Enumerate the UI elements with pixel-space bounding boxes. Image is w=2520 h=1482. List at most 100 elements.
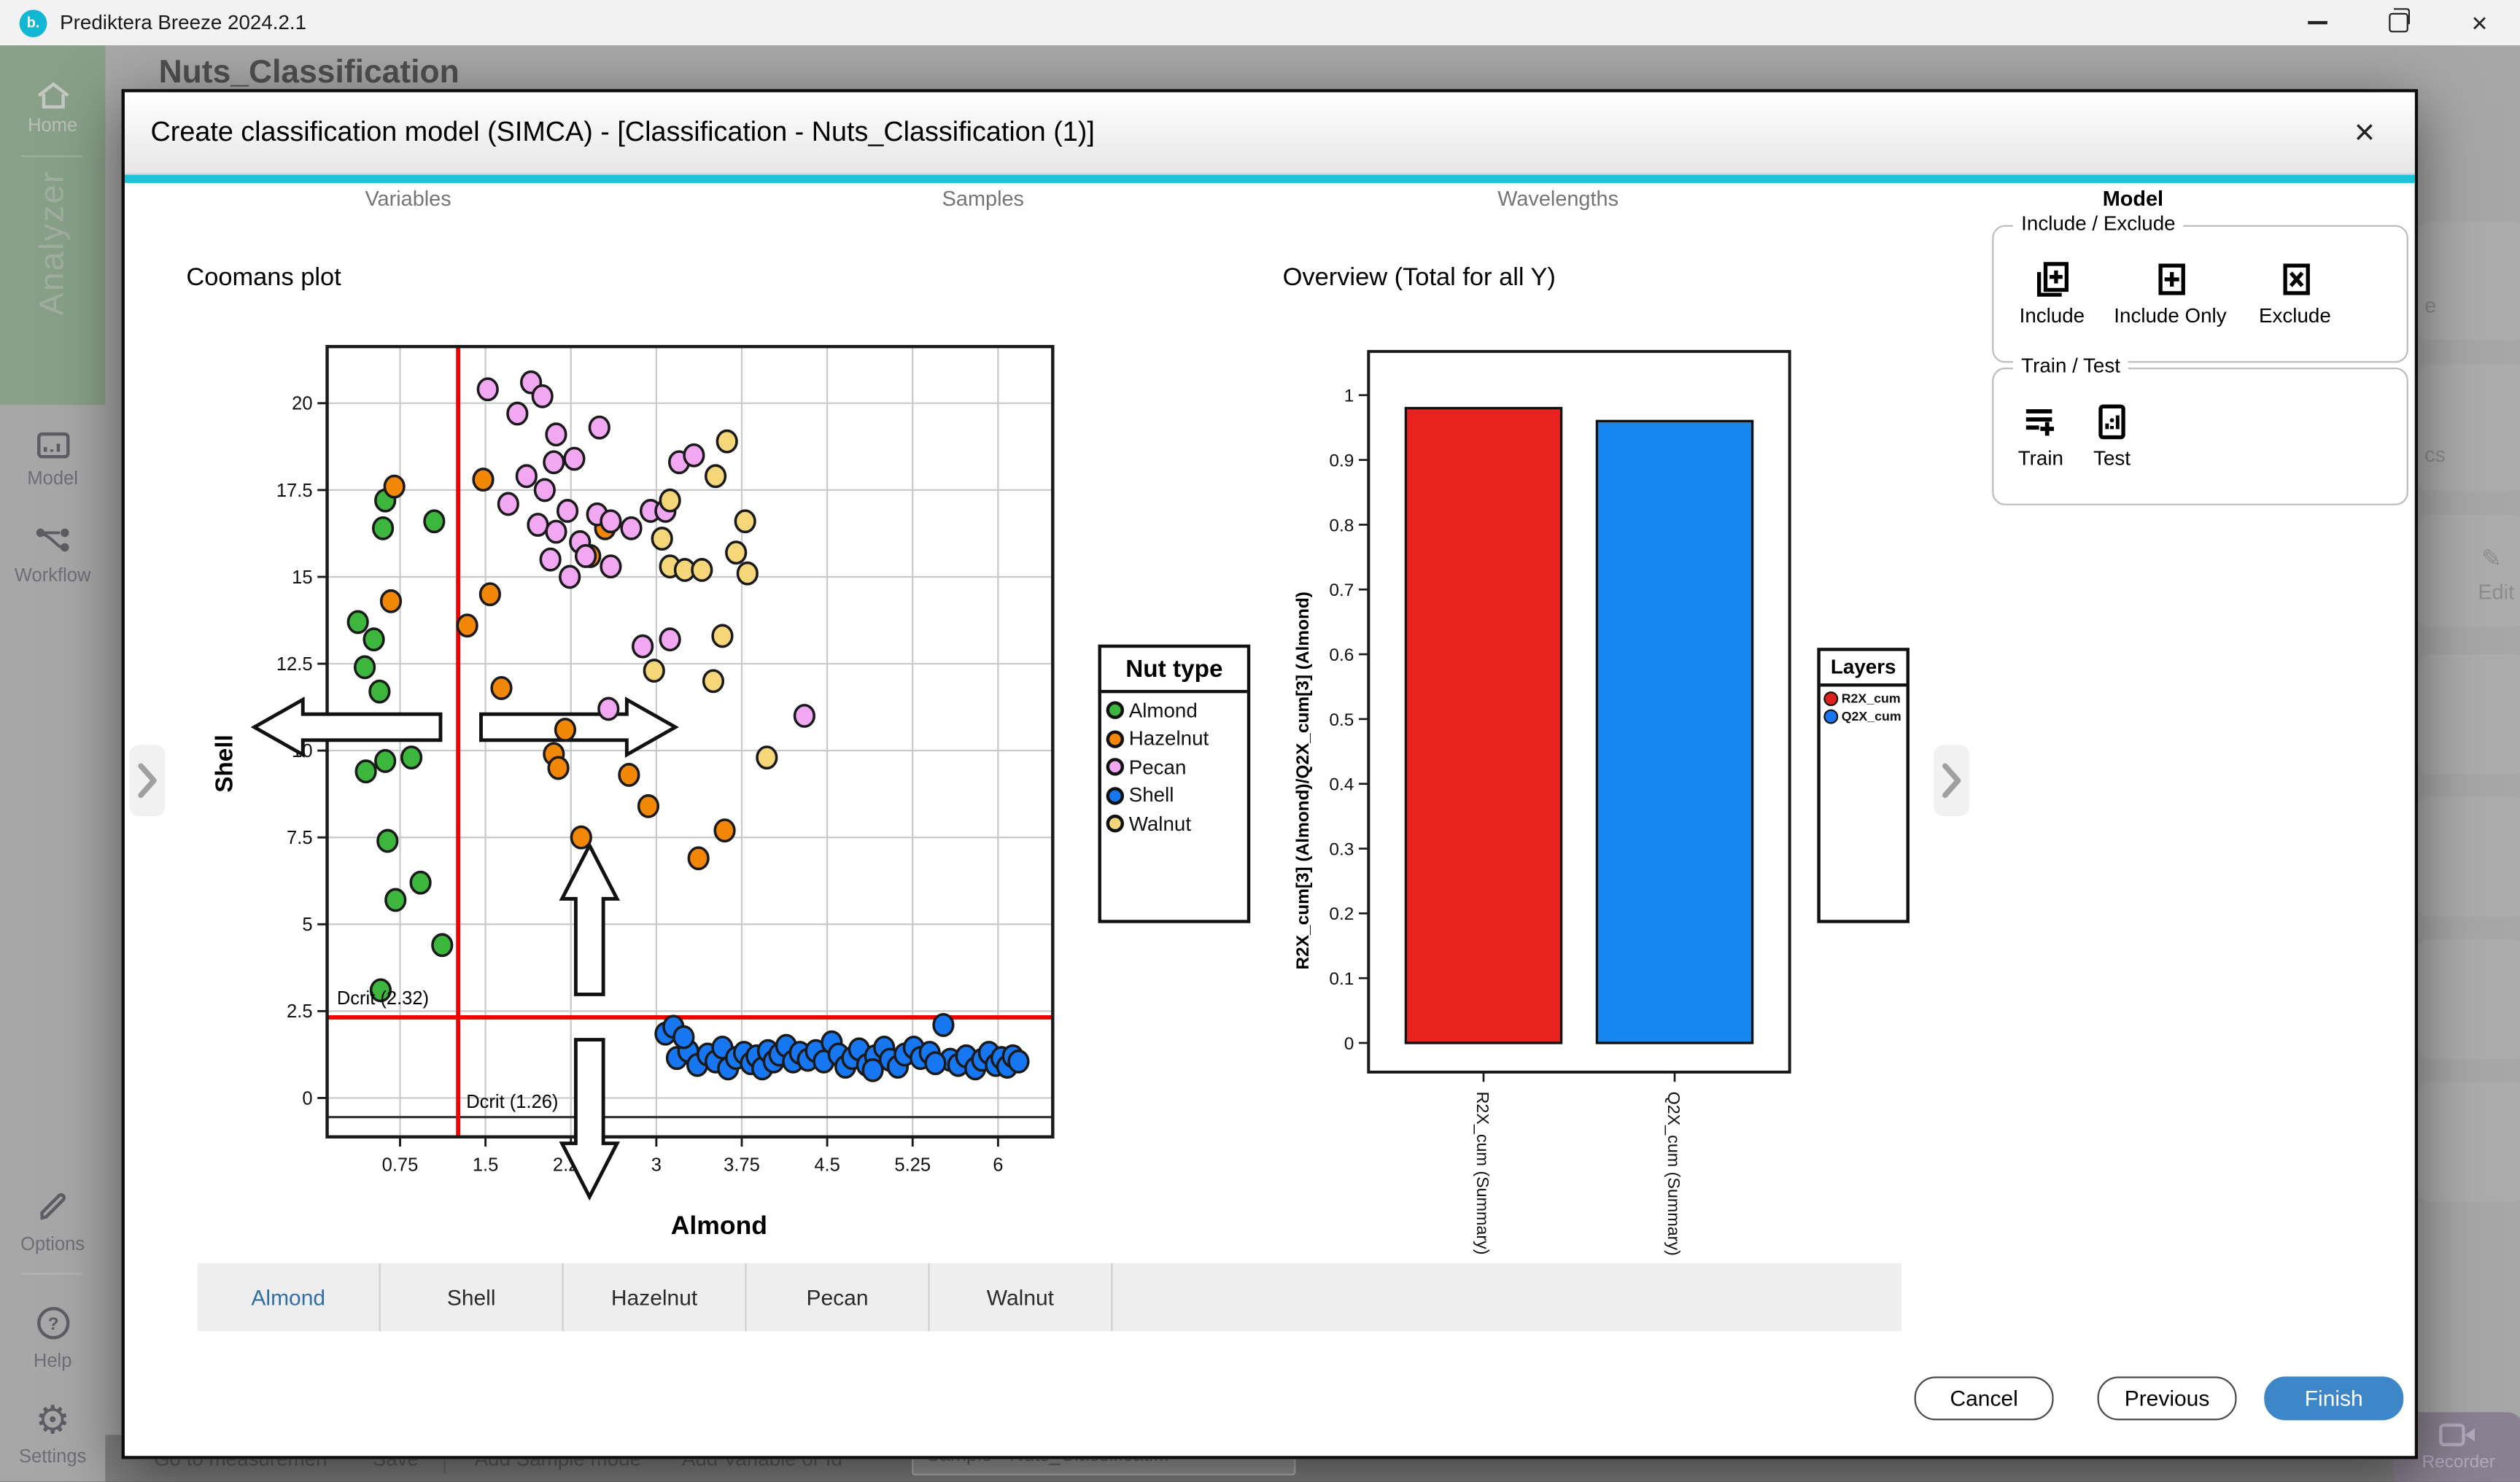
class-tab-shell[interactable]: Shell (381, 1262, 564, 1332)
class-tab-almond[interactable]: Almond (198, 1262, 381, 1332)
previous-button[interactable]: Previous (2097, 1376, 2237, 1421)
sidebar-item-options[interactable]: Options (20, 1235, 85, 1255)
dialog-header: Create classification model (SIMCA) - [C… (124, 92, 2415, 175)
svg-text:0.9: 0.9 (1329, 451, 1354, 471)
background-card (2416, 796, 2520, 917)
test-button[interactable]: Test (2078, 402, 2146, 470)
camera-icon (2439, 1423, 2475, 1446)
cancel-button[interactable]: Cancel (1914, 1376, 2054, 1421)
window-titlebar: b. Prediktera Breeze 2024.2.1 × (0, 0, 2520, 46)
legend-color-dot (1106, 758, 1125, 776)
svg-text:0.2: 0.2 (1329, 904, 1354, 924)
sidebar-item-model[interactable]: Model (27, 469, 78, 489)
svg-text:?: ? (47, 1314, 58, 1334)
svg-text:4.5: 4.5 (814, 1155, 840, 1175)
edit-pencil-icon: ✎ (2481, 546, 2502, 574)
step-samples[interactable]: Samples (942, 186, 1024, 211)
left-panel-chevron-button[interactable] (129, 745, 166, 817)
model-icon (0, 431, 105, 468)
sidebar-item-home[interactable]: Home (28, 116, 78, 136)
svg-text:6: 6 (993, 1155, 1003, 1175)
sidebar-analyzer-section: Home Analyzer (0, 45, 106, 406)
class-tab-pecan[interactable]: Pecan (747, 1262, 930, 1332)
legend-item: Almond (1101, 693, 1247, 721)
finish-button[interactable]: Finish (2264, 1376, 2404, 1421)
window-title: Prediktera Breeze 2024.2.1 (60, 11, 307, 34)
sidebar-item-help[interactable]: Help (33, 1352, 72, 1372)
chevron-right-icon (1942, 763, 1961, 799)
legend-label: Hazelnut (1128, 727, 1209, 750)
include-button[interactable]: Include (2007, 259, 2097, 327)
layers-color-dot (1823, 709, 1839, 724)
include-exclude-group: Include / Exclude Include Include Only E… (1992, 212, 2408, 363)
background-edit-label: Edit (2478, 579, 2515, 605)
class-tab-hazelnut[interactable]: Hazelnut (564, 1262, 747, 1332)
train-icon (2025, 409, 2055, 436)
background-card-label: cs (2424, 442, 2446, 467)
legend-color-dot (1106, 729, 1125, 748)
layers-legend: Layers R2X_cum Q2X_cum (1817, 648, 1910, 923)
legend-color-dot (1106, 814, 1125, 833)
restore-button[interactable] (2358, 0, 2439, 45)
sidebar-item-analyzer[interactable]: Analyzer (34, 170, 71, 316)
svg-text:3: 3 (651, 1155, 662, 1175)
coomans-scatter-plot[interactable]: 0.751.52.2533.754.55.25602.557.51012.515… (125, 93, 1258, 1259)
svg-text:3.75: 3.75 (724, 1155, 760, 1175)
legend-label: Shell (1128, 783, 1174, 807)
background-edit-card: ✎ Edit (2416, 515, 2520, 627)
svg-text:12.5: 12.5 (276, 654, 313, 675)
svg-text:0.8: 0.8 (1329, 516, 1354, 535)
minimize-icon (2308, 20, 2327, 25)
help-icon: ? (0, 1306, 105, 1346)
home-icon (0, 81, 105, 115)
include-exclude-label: Include / Exclude (2013, 212, 2184, 235)
create-model-dialog: Create classification model (SIMCA) - [C… (121, 89, 2419, 1459)
right-panel-chevron-button[interactable] (1934, 745, 1970, 817)
svg-text:0.4: 0.4 (1329, 775, 1354, 795)
include-icon (2036, 262, 2069, 297)
layers-label: Q2X_cum (1841, 709, 1901, 724)
minimize-button[interactable] (2277, 0, 2358, 45)
svg-text:R2X_cum (Summary): R2X_cum (Summary) (1473, 1092, 1492, 1255)
svg-text:0.5: 0.5 (1329, 710, 1354, 730)
sidebar-divider-bottom (20, 1273, 83, 1275)
options-icon (0, 1189, 105, 1230)
exclude-button[interactable]: Exclude (2246, 259, 2343, 327)
background-card-label: e (2424, 292, 2437, 318)
train-label: Train (2017, 446, 2063, 470)
exclude-icon (2283, 263, 2310, 295)
class-tab-walnut[interactable]: Walnut (930, 1262, 1113, 1332)
dialog-close-button[interactable]: × (2354, 112, 2376, 152)
svg-text:15: 15 (292, 567, 312, 588)
sidebar-item-workflow[interactable]: Workflow (14, 567, 91, 586)
window-close-button[interactable]: × (2471, 7, 2488, 39)
svg-text:5.25: 5.25 (894, 1155, 931, 1175)
step-variables[interactable]: Variables (365, 186, 451, 211)
legend-item: Walnut (1101, 807, 1247, 835)
sidebar-item-settings[interactable]: Settings (19, 1448, 87, 1467)
layers-color-dot (1823, 691, 1839, 706)
legend-label: Pecan (1128, 755, 1187, 778)
sidebar: Home Analyzer Model Workflow Options ? H… (0, 45, 106, 1482)
scatter-x-axis-label: Almond (670, 1213, 767, 1241)
step-model[interactable]: Model (2102, 186, 2164, 211)
legend-color-dot (1106, 786, 1125, 804)
legend-color-dot (1106, 701, 1125, 719)
include-only-icon (2158, 263, 2185, 295)
include-label: Include (2019, 304, 2085, 327)
legend-label: Almond (1128, 699, 1198, 722)
svg-text:1: 1 (1344, 387, 1354, 406)
layers-legend-item: Q2X_cum (1821, 705, 1907, 724)
overview-bar-chart[interactable]: 0 0.1 0.2 0.3 0.4 0.5 0.6 0.7 0.8 0.9 1 R2X_cum (Su… (1258, 255, 1825, 1291)
train-button[interactable]: Train (2007, 402, 2074, 470)
class-tab-strip: Almond Shell Hazelnut Pecan Walnut (197, 1262, 1901, 1332)
chevron-right-icon (138, 763, 157, 799)
legend-label: Walnut (1128, 812, 1192, 835)
include-only-button[interactable]: Include Only (2101, 259, 2240, 327)
train-test-label: Train / Test (2013, 354, 2129, 378)
svg-text:Q2X_cum (Summary): Q2X_cum (Summary) (1664, 1092, 1683, 1256)
svg-text:0.3: 0.3 (1329, 839, 1354, 859)
background-card (2416, 654, 2520, 775)
step-wavelengths[interactable]: Wavelengths (1497, 186, 1619, 211)
